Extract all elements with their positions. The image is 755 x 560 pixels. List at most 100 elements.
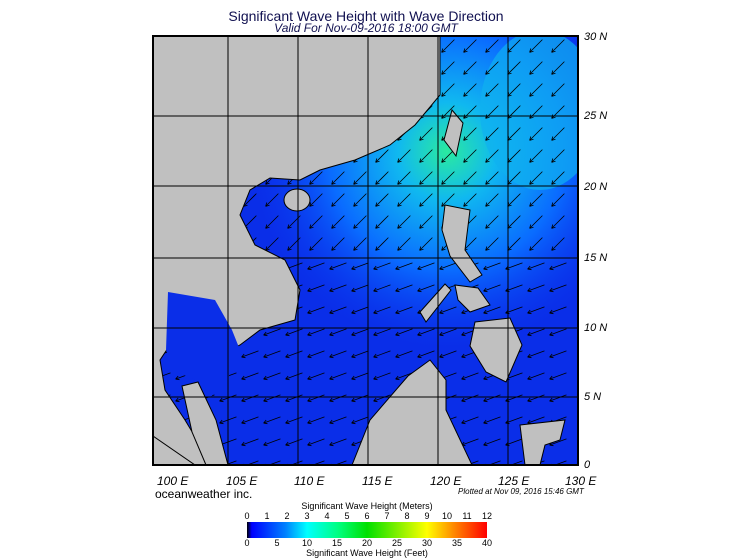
wave-arrow <box>241 438 259 447</box>
wave-arrow <box>329 372 347 381</box>
wave-arrow <box>397 149 411 163</box>
wave-arrow <box>373 394 391 403</box>
wave-arrow <box>307 328 325 337</box>
wave-arrow <box>527 372 545 381</box>
wave-arrow <box>529 149 543 163</box>
wave-arrow <box>241 372 259 381</box>
wave-arrow <box>485 149 499 163</box>
wave-arrow <box>485 127 499 141</box>
wave-arrow <box>529 193 543 207</box>
wave-arrow <box>483 438 501 447</box>
wave-arrow <box>483 416 501 425</box>
wave-arrow <box>375 171 389 185</box>
wave-arrow <box>529 171 543 185</box>
wave-arrow <box>373 306 391 315</box>
wave-arrow <box>419 149 433 163</box>
colorbar <box>247 522 487 538</box>
wave-arrow <box>375 193 389 207</box>
lon-label: 100 E <box>157 474 189 488</box>
colorbar-tick: 9 <box>424 511 430 521</box>
wave-arrow <box>307 262 325 271</box>
wave-arrow <box>439 350 457 359</box>
wave-arrow <box>527 394 545 403</box>
wave-arrow <box>307 372 325 381</box>
wave-arrow <box>441 83 455 97</box>
lat-label: 15 N <box>584 252 608 264</box>
wave-arrow <box>331 193 345 207</box>
wave-arrow <box>417 284 435 293</box>
wave-arrow <box>265 193 279 207</box>
wave-arrow <box>329 438 347 447</box>
wave-arrow <box>417 350 435 359</box>
colorbar-tick: 0 <box>244 538 250 548</box>
colorbar-tick: 10 <box>441 511 452 521</box>
lat-label: 30 N <box>584 31 608 43</box>
malay-peninsula <box>181 381 229 465</box>
wave-arrow <box>353 215 367 229</box>
wave-arrow <box>263 438 281 447</box>
wave-arrow <box>285 394 303 403</box>
wave-arrow <box>529 237 543 251</box>
wave-arrow <box>485 171 499 185</box>
wave-arrow <box>395 328 413 337</box>
wave-arrow <box>463 61 477 75</box>
wave-arrow <box>419 171 433 185</box>
wave-arrow <box>285 350 303 359</box>
wave-arrow <box>397 237 411 251</box>
wave-arrow <box>263 416 281 425</box>
colorbar-tick: 35 <box>451 538 462 548</box>
lat-label: 5 N <box>584 391 602 403</box>
colorbar-tick: 40 <box>481 538 492 548</box>
wave-arrow <box>285 416 303 425</box>
wave-arrow <box>419 215 433 229</box>
palawan <box>419 283 452 323</box>
wave-arrow <box>483 394 501 403</box>
wave-arrow <box>263 328 281 337</box>
wave-arrow <box>485 83 499 97</box>
map-frame <box>152 35 579 466</box>
wave-arrow <box>307 306 325 315</box>
graticule <box>153 36 578 465</box>
wave-arrow <box>329 416 347 425</box>
wave-arrow <box>307 284 325 293</box>
chart-title: Significant Wave Height with Wave Direct… <box>228 8 504 24</box>
wave-arrow <box>419 237 433 251</box>
wave-arrow <box>263 394 281 403</box>
chart-subtitle: Valid For Nov-09-2016 18:00 GMT <box>274 21 458 35</box>
wave-arrow <box>551 127 565 141</box>
wave-arrow <box>331 215 345 229</box>
wave-arrow <box>351 328 369 337</box>
wave-arrow <box>485 215 499 229</box>
lat-label: 25 N <box>584 110 608 122</box>
sumatra <box>153 435 196 465</box>
wave-arrow <box>351 350 369 359</box>
wave-arrow <box>483 284 501 293</box>
wave-arrow <box>551 193 565 207</box>
colorbar-tick: 6 <box>364 511 370 521</box>
wave-arrow <box>241 394 259 403</box>
wave-arrow <box>441 61 455 75</box>
wave-arrow <box>331 237 345 251</box>
colorbar-tick: 5 <box>344 511 350 521</box>
wave-arrow <box>419 127 433 141</box>
colorbar-tick: 0 <box>244 511 250 521</box>
wave-arrow <box>373 350 391 359</box>
wave-arrow <box>263 350 281 359</box>
colorbar-tick: 11 <box>462 511 472 521</box>
wave-arrow <box>463 83 477 97</box>
wave-arrow <box>265 215 279 229</box>
wave-arrow <box>527 350 545 359</box>
wave-arrow <box>397 215 411 229</box>
wave-arrow <box>307 416 325 425</box>
lon-label: 105 E <box>226 474 258 488</box>
lat-label: 10 N <box>584 322 608 334</box>
wave-arrow <box>527 328 545 337</box>
wave-arrow <box>463 171 477 185</box>
wave-arrow <box>463 149 477 163</box>
wave-arrow <box>549 350 567 359</box>
wave-arrow <box>351 372 369 381</box>
lon-label: 125 E <box>498 474 530 488</box>
colorbar-tick: 12 <box>481 511 492 521</box>
wave-arrow <box>417 262 435 271</box>
